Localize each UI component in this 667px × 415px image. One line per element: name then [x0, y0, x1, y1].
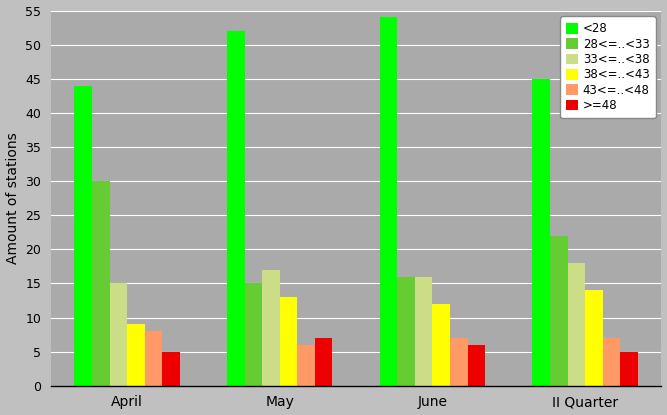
Bar [620, 352, 638, 386]
Bar [532, 79, 550, 386]
Bar [315, 338, 332, 386]
Bar [245, 283, 262, 386]
Bar [127, 325, 145, 386]
Bar [75, 85, 92, 386]
Bar [162, 352, 180, 386]
Bar [109, 283, 127, 386]
Legend: <28, 28<=..<33, 33<=..<38, 38<=..<43, 43<=..<48, >=48: <28, 28<=..<33, 33<=..<38, 38<=..<43, 43… [560, 17, 656, 118]
Bar [550, 236, 568, 386]
Bar [415, 276, 432, 386]
Bar [92, 181, 109, 386]
Bar [297, 345, 315, 386]
Bar [280, 297, 297, 386]
Bar [568, 263, 585, 386]
Bar [585, 290, 603, 386]
Bar [398, 276, 415, 386]
Bar [432, 304, 450, 386]
Bar [145, 331, 162, 386]
Bar [603, 338, 620, 386]
Bar [262, 270, 280, 386]
Bar [227, 31, 245, 386]
Y-axis label: Amount of stations: Amount of stations [5, 132, 19, 264]
Bar [450, 338, 468, 386]
Bar [468, 345, 485, 386]
Bar [380, 17, 398, 386]
